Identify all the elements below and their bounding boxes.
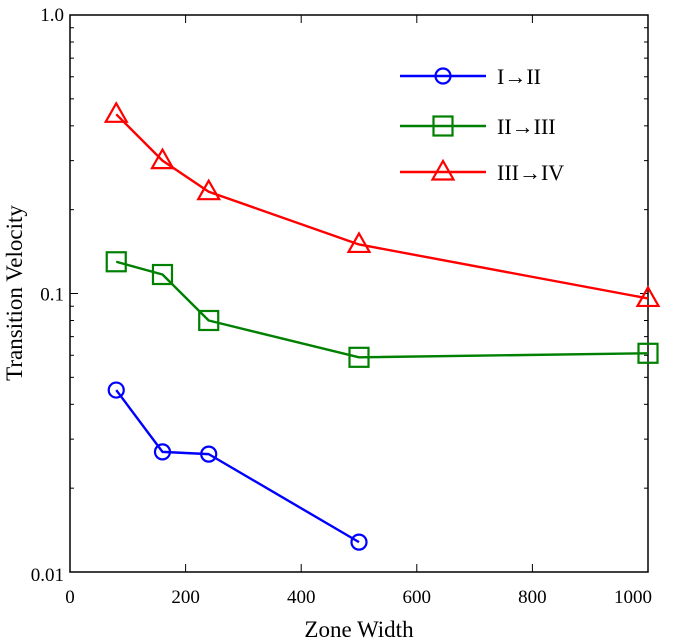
series-line <box>115 113 649 300</box>
x-tick-label: 800 <box>518 587 547 608</box>
x-tick-label: 400 <box>287 587 316 608</box>
plot-frame <box>69 14 649 573</box>
y-tick-label: 0.1 <box>40 285 64 306</box>
x-tick-label: 1000 <box>614 587 652 608</box>
series-2 <box>105 251 659 368</box>
data-point <box>150 147 175 170</box>
y-tick-label: 1.0 <box>40 5 64 26</box>
data-point <box>105 251 127 273</box>
data-point <box>196 178 222 201</box>
legend-label: III→IV <box>497 160 564 185</box>
data-point <box>637 342 659 364</box>
legend-marker <box>430 158 456 181</box>
legend-marker <box>434 67 452 85</box>
x-tick-label: 600 <box>403 587 432 608</box>
series-line <box>115 389 360 544</box>
legend-entry: II→III <box>400 114 556 139</box>
data-point <box>346 231 372 254</box>
legend-marker <box>432 115 454 137</box>
data-point <box>151 263 174 286</box>
data-point <box>200 445 218 463</box>
data-point <box>153 443 172 461</box>
data-point <box>348 346 370 368</box>
series-3 <box>103 101 661 308</box>
legend-label: I→II <box>497 64 541 89</box>
data-point <box>198 309 220 332</box>
legend-label: II→III <box>497 114 556 139</box>
axis-ticks: 0 200 400 600 800 1000 0.01 0.1 1.0 <box>31 5 652 608</box>
data-point <box>635 285 661 308</box>
data-point <box>350 533 368 551</box>
x-tick-label: 200 <box>171 587 200 608</box>
x-axis-title: Zone Width <box>304 617 414 642</box>
data-point <box>107 381 125 399</box>
legend-entry: I→II <box>400 64 541 89</box>
y-axis-title: Transition Velocity <box>2 205 27 381</box>
legend: I→II II→III III→IV <box>400 64 564 185</box>
x-tick-label: 0 <box>65 587 75 608</box>
series-1 <box>107 381 368 551</box>
series-layer <box>103 101 661 551</box>
data-point <box>103 101 129 123</box>
y-tick-label: 0.01 <box>31 565 64 586</box>
series-line <box>115 260 649 359</box>
legend-entry: III→IV <box>400 158 564 185</box>
